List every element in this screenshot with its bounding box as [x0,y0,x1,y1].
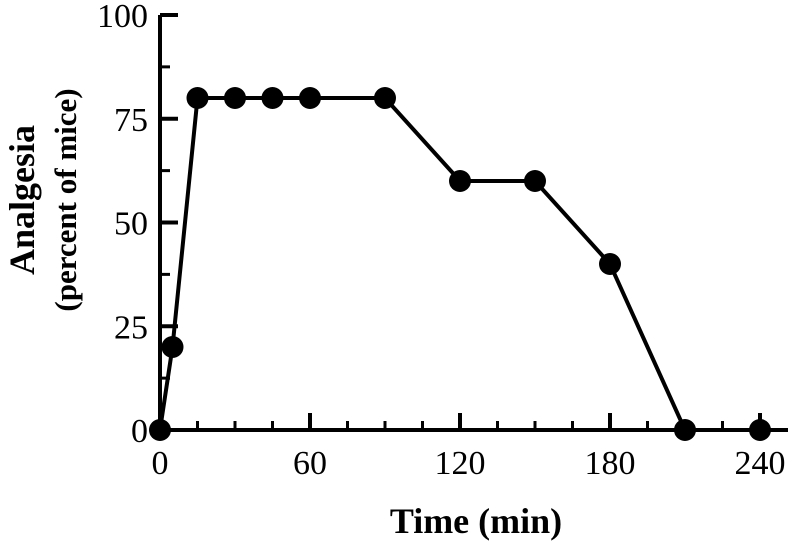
data-point [674,419,696,441]
data-point [161,336,184,358]
y-axis-subtitle: (percent of mice) [48,88,83,311]
x-tick-label: 60 [293,445,327,482]
data-point [186,87,209,109]
series-layer [149,87,771,441]
x-tick-label: 240 [735,445,786,482]
data-point [261,87,284,109]
x-tick-label: 0 [152,445,169,482]
data-point [599,253,621,275]
series-line [158,96,760,432]
data-point [449,170,471,192]
y-ticks: 0 25 50 75 100 [97,0,178,450]
x-tick-label: 120 [435,445,486,482]
data-point [749,419,771,441]
y-tick-label: 75 [114,102,148,139]
y-axis: 0 25 50 75 100 [97,0,178,450]
data-point [299,87,321,109]
data-point [524,170,546,192]
y-tick-label: 100 [97,0,148,35]
data-point [224,87,246,109]
y-axis-title: Analgesia [2,125,42,275]
data-point [149,419,171,441]
y-tick-label: 50 [114,206,148,243]
x-tick-label: 180 [585,445,636,482]
y-tick-label: 0 [131,413,148,450]
x-axis-title: Time (min) [390,501,562,541]
data-point [374,87,396,109]
y-tick-label: 25 [114,309,148,346]
